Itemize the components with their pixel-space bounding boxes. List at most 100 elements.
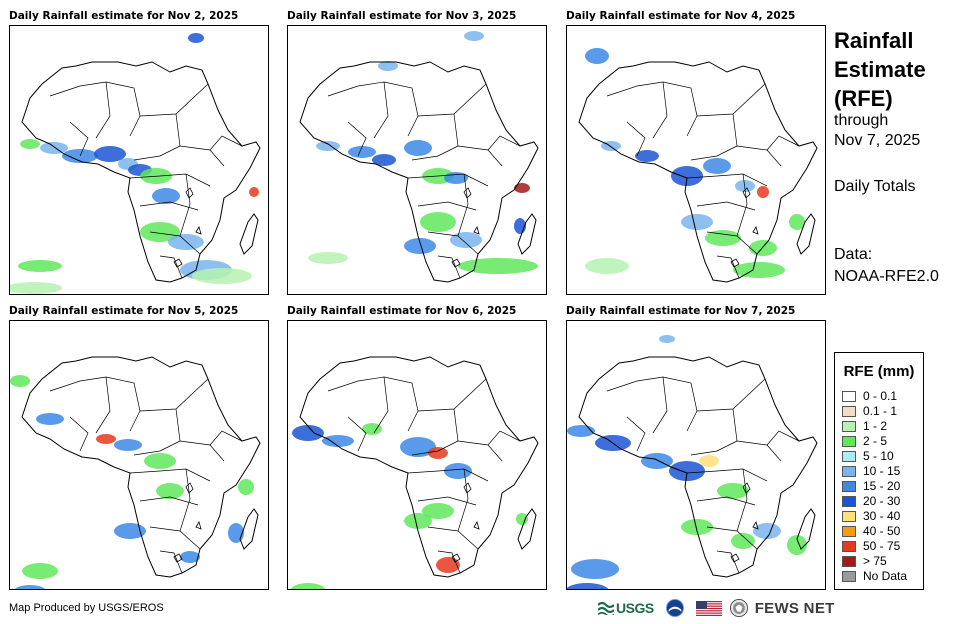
country-border xyxy=(696,378,766,412)
country-border xyxy=(766,135,800,151)
country-border xyxy=(179,440,225,462)
rainfall-area xyxy=(292,425,324,441)
country-border xyxy=(716,255,740,279)
rainfall-area xyxy=(514,183,530,193)
country-border xyxy=(437,550,461,574)
rainfall-map xyxy=(287,25,547,295)
lake-outline xyxy=(195,521,202,530)
country-border xyxy=(373,81,389,139)
coastline xyxy=(299,356,539,578)
country-border xyxy=(179,468,191,532)
coastline xyxy=(578,61,818,283)
country-border xyxy=(411,113,459,161)
lake-outline xyxy=(742,187,751,199)
rainfall-area xyxy=(10,375,30,387)
country-border xyxy=(347,416,367,452)
legend-label: 5 - 10 xyxy=(863,449,894,463)
lake-outline xyxy=(473,226,480,235)
country-border xyxy=(129,173,211,187)
country-border xyxy=(457,173,469,237)
country-border xyxy=(69,121,89,157)
country-border xyxy=(209,135,243,151)
country-border xyxy=(736,468,748,532)
rainfall-area xyxy=(18,260,62,272)
country-border xyxy=(652,376,668,434)
legend-item: 0 - 0.1 xyxy=(842,389,897,403)
rainfall-area xyxy=(436,557,460,573)
rainfall-area xyxy=(144,453,176,469)
end-date: Nov 7, 2025 xyxy=(834,132,921,149)
africa-map xyxy=(10,33,261,294)
rainfall-area xyxy=(733,262,785,278)
country-border xyxy=(696,83,766,117)
rainfall-area xyxy=(735,180,755,192)
rainfall-map xyxy=(9,320,269,590)
country-border xyxy=(407,468,489,482)
legend-item: No Data xyxy=(842,569,907,583)
legend-label: 2 - 5 xyxy=(863,434,888,448)
rainfall-map xyxy=(566,320,826,590)
legend-item: 1 - 2 xyxy=(842,419,887,433)
rainfall-area xyxy=(20,139,40,149)
legend-title: RFE (mm) xyxy=(843,363,915,380)
title-line: (RFE) xyxy=(834,86,893,111)
country-border xyxy=(159,255,183,279)
legend-label: 30 - 40 xyxy=(863,509,901,523)
madagascar-outline xyxy=(239,508,259,550)
lake-outline xyxy=(451,553,461,563)
legend-item: 40 - 50 xyxy=(842,524,900,538)
coastline xyxy=(21,356,261,578)
africa-map xyxy=(567,335,818,589)
africa-map xyxy=(10,356,261,589)
coastline xyxy=(21,61,261,283)
africa-map xyxy=(290,356,539,589)
coastline xyxy=(299,61,539,283)
rainfall-area xyxy=(789,214,805,230)
country-border xyxy=(686,468,768,482)
lake-outline xyxy=(463,187,472,199)
rainfall-area xyxy=(731,533,755,549)
legend-item: 30 - 40 xyxy=(842,509,900,523)
legend-swatch xyxy=(842,540,856,552)
panel-title: Daily Rainfall estimate for Nov 6, 2025 xyxy=(287,305,517,317)
legend-item: 50 - 75 xyxy=(842,539,900,553)
country-border xyxy=(407,173,489,187)
legend-swatch xyxy=(842,435,856,447)
country-border xyxy=(606,81,698,137)
country-border xyxy=(69,416,89,452)
legend-swatch xyxy=(842,555,856,567)
madagascar-outline xyxy=(796,508,816,550)
legend-label: No Data xyxy=(863,569,908,583)
lake-outline xyxy=(752,226,759,235)
country-border xyxy=(626,416,646,452)
legend-swatch xyxy=(842,450,856,462)
rainfall-area xyxy=(669,461,705,481)
country-border xyxy=(736,173,748,237)
country-border xyxy=(427,526,479,550)
usgs-wordmark: USGS xyxy=(616,600,654,616)
rainfall-map xyxy=(566,25,826,295)
rainfall-area xyxy=(378,61,398,71)
rainfall-area xyxy=(671,166,703,186)
rainfall-area xyxy=(114,439,142,451)
country-border xyxy=(209,430,243,446)
rainfall-area xyxy=(428,447,448,459)
country-border xyxy=(347,121,367,157)
rainfall-area xyxy=(699,455,719,467)
rainfall-area xyxy=(404,238,436,254)
legend-item: > 75 xyxy=(842,554,887,568)
country-border xyxy=(652,81,668,139)
country-border xyxy=(133,113,181,161)
rainfall-area xyxy=(10,282,62,294)
legend-swatch xyxy=(842,405,856,417)
rainfall-area xyxy=(114,523,146,539)
lake-outline xyxy=(730,553,740,563)
legend-label: 10 - 15 xyxy=(863,464,901,478)
madagascar-outline xyxy=(239,213,259,255)
country-border xyxy=(606,376,698,432)
rainfall-area xyxy=(464,31,484,41)
totals-label: Daily Totals xyxy=(834,178,916,195)
country-border xyxy=(411,408,459,456)
legend-label: 50 - 75 xyxy=(863,539,901,553)
rainfall-area xyxy=(404,513,432,529)
